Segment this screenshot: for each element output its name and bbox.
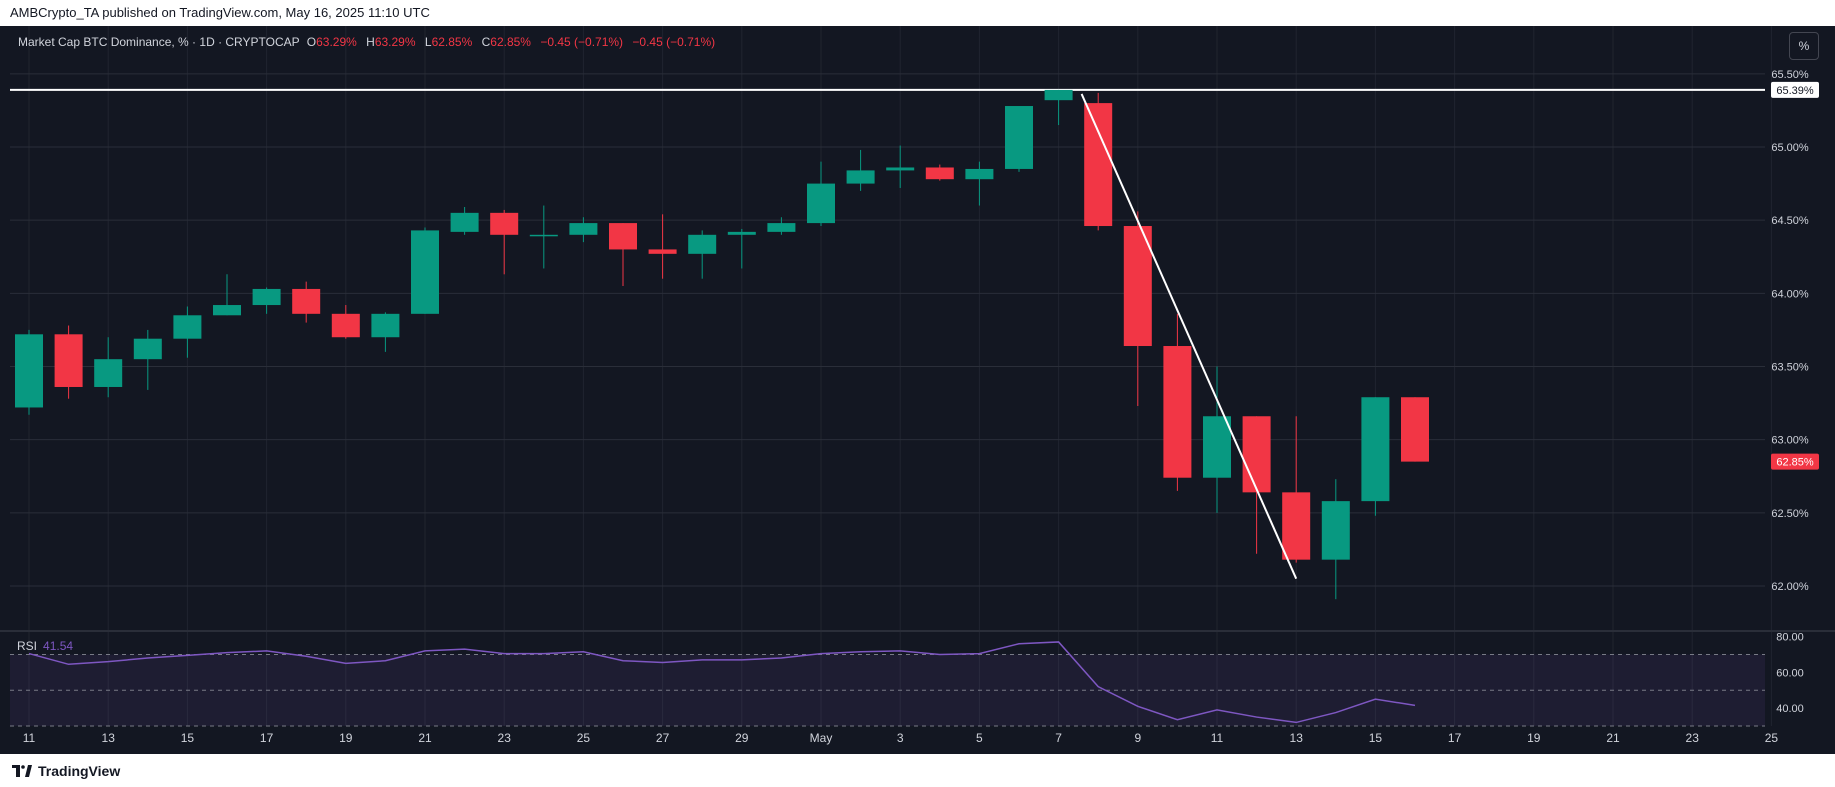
candle-body — [767, 223, 796, 232]
x-tick-label: 15 — [1369, 731, 1383, 745]
candle-body — [252, 288, 281, 306]
candle-body — [925, 167, 954, 180]
candle-body — [15, 334, 43, 408]
candle-body — [1321, 501, 1350, 560]
low-label: L — [424, 35, 432, 49]
candle-body — [292, 288, 321, 314]
y-tick-label: 64.00% — [1771, 288, 1809, 300]
high-value: 63.29% — [374, 35, 416, 49]
candle-body — [133, 338, 162, 360]
x-tick-label: 19 — [1527, 731, 1541, 745]
open-label: O — [306, 35, 317, 49]
x-tick-label: 17 — [260, 731, 274, 745]
candle-body — [54, 334, 83, 387]
x-tick-label: 21 — [1606, 731, 1620, 745]
x-tick-label: 5 — [976, 731, 983, 745]
close-value: 62.85% — [490, 35, 531, 49]
low-value: 62.85% — [431, 35, 473, 49]
candle-body — [1084, 103, 1113, 227]
candle-body — [1163, 346, 1192, 478]
candle-body — [727, 231, 756, 235]
rsi-value: 41.54 — [43, 639, 74, 653]
open-value: 63.29% — [316, 35, 357, 49]
percent-scale-button[interactable]: % — [1789, 32, 1819, 60]
resistance-price-tag: 65.39% — [1776, 85, 1814, 97]
rsi-label: RSI — [17, 639, 38, 653]
y-tick-label: 63.50% — [1771, 362, 1809, 374]
y-tick-label: 65.50% — [1771, 69, 1809, 81]
candle-body — [846, 170, 875, 184]
x-tick-label: 25 — [1765, 731, 1779, 745]
close-label: C — [481, 35, 491, 49]
x-tick-label: 27 — [656, 731, 670, 745]
high-label: H — [366, 35, 375, 49]
publish-info: AMBCrypto_TA published on TradingView.co… — [0, 0, 1835, 26]
x-tick-label: 3 — [897, 731, 904, 745]
x-tick-label: 15 — [181, 731, 195, 745]
rsi-legend: RSI 41.54 — [17, 639, 73, 653]
tradingview-logo-icon — [12, 764, 32, 777]
candle-body — [173, 315, 202, 339]
x-tick-label: 9 — [1134, 731, 1141, 745]
candle-body — [1282, 492, 1311, 560]
change-value: −0.45 (−0.71%) — [540, 35, 624, 49]
candle-body — [411, 230, 439, 314]
candle-body — [1005, 106, 1033, 169]
x-tick-label: 13 — [1290, 731, 1304, 745]
x-tick-label: 23 — [1686, 731, 1700, 745]
candle-body — [450, 212, 479, 232]
rsi-line — [28, 641, 1416, 724]
candle-body — [688, 234, 717, 254]
candle-body — [1242, 416, 1271, 493]
change-value-2: −0.45 (−0.71%) — [632, 35, 716, 49]
candle-body — [94, 359, 123, 387]
y-tick-label: 65.00% — [1771, 142, 1809, 154]
candle-body — [1361, 397, 1390, 502]
x-tick-label: 25 — [577, 731, 591, 745]
rsi-y-tick-label: 80.00 — [1776, 632, 1804, 644]
candle-body — [529, 234, 558, 237]
chart-panel[interactable]: 65.50% 65.00% 64.50% 64.00% 63.50% 63.00% 62.5… — [0, 26, 1835, 754]
candle-body — [609, 223, 637, 250]
symbol-legend: Market Cap BTC Dominance, % · 1D · CRYPT… — [18, 35, 721, 49]
candle-body — [1123, 226, 1152, 347]
last-price-tag: 62.85% — [1776, 457, 1814, 469]
last-price-tag-bg — [1771, 453, 1819, 470]
candle-body — [213, 305, 241, 316]
candle-body — [371, 313, 400, 338]
candle-body — [886, 167, 915, 171]
candle-body — [569, 223, 598, 235]
rsi-y-tick-label: 60.00 — [1776, 667, 1804, 679]
y-tick-label: 63.00% — [1771, 435, 1809, 447]
candle-body — [1203, 416, 1231, 478]
candle-body — [331, 313, 360, 338]
candle-body — [1044, 89, 1073, 101]
x-tick-label: 21 — [418, 731, 432, 745]
x-tick-label: 19 — [339, 731, 353, 745]
x-tick-label: 23 — [498, 731, 512, 745]
candle-body — [490, 212, 519, 235]
rsi-y-tick-label: 40.00 — [1776, 703, 1804, 715]
symbol-name: Market Cap BTC Dominance, % · 1D · CRYPT… — [18, 35, 300, 49]
trend-line — [1080, 93, 1298, 580]
candlestick-chart[interactable]: 65.50% 65.00% 64.50% 64.00% 63.50% 63.00% 62.5… — [0, 26, 1835, 754]
x-tick-label: 11 — [1211, 731, 1224, 745]
x-tick-label: 11 — [23, 731, 36, 745]
resistance-price-tag-bg — [1771, 81, 1819, 98]
candle-body — [1401, 397, 1429, 462]
x-tick-label: May — [810, 731, 833, 745]
x-tick-label: 7 — [1055, 731, 1062, 745]
brand-name: TradingView — [38, 762, 121, 779]
y-tick-label: 64.50% — [1771, 215, 1809, 227]
candle-body — [965, 168, 994, 180]
x-tick-label: 29 — [735, 731, 749, 745]
x-tick-label: 13 — [102, 731, 116, 745]
y-tick-label: 62.00% — [1771, 581, 1809, 593]
candle-body — [648, 249, 677, 254]
candle-body — [807, 183, 835, 224]
y-tick-label: 62.50% — [1771, 508, 1809, 520]
x-tick-label: 17 — [1448, 731, 1462, 745]
rsi-band — [10, 654, 1765, 726]
footer-brand[interactable]: TradingView — [0, 754, 1835, 787]
